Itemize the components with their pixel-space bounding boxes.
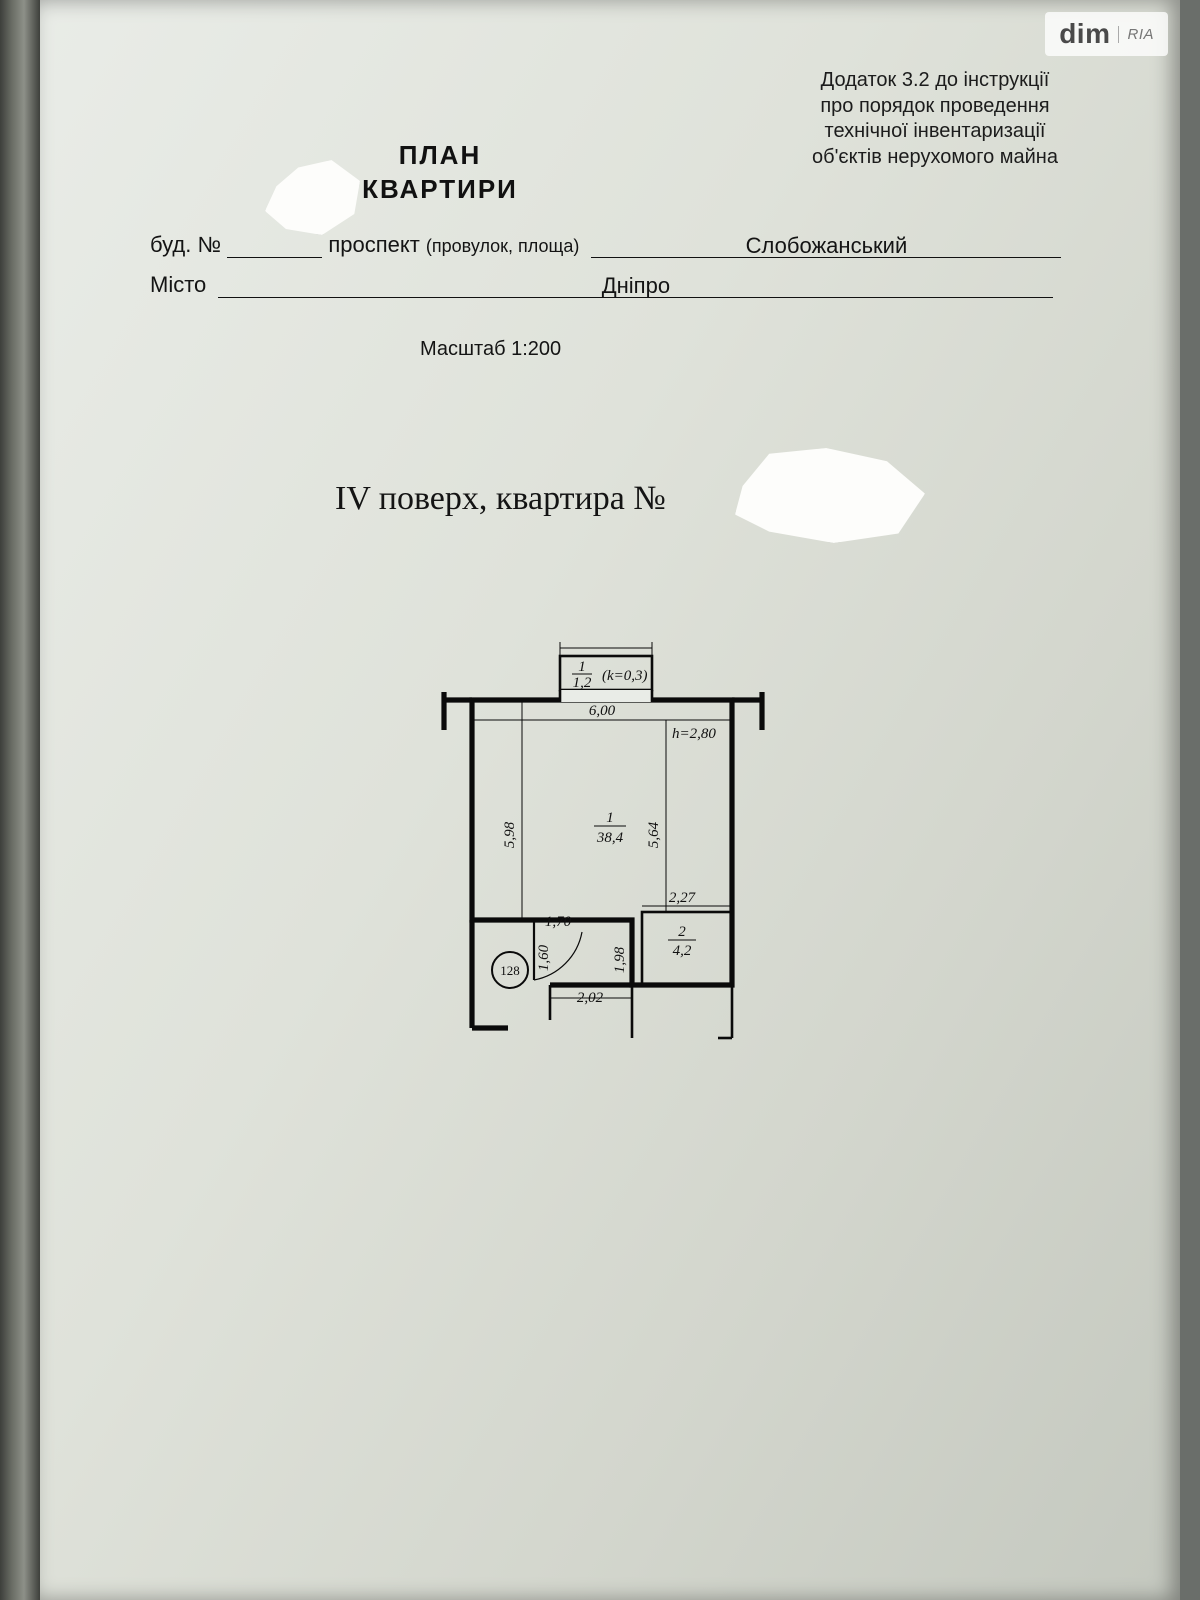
appendix-l1: Додаток 3.2 до інструкції [780,68,1090,94]
torn-paper-patch [265,160,360,235]
dim: 6,00 [589,703,616,719]
dim: 2,27 [669,890,697,906]
scale-note: Масштаб 1:200 [420,338,561,361]
torn-paper-patch [735,448,925,543]
street-name-field: Слобожанський [591,233,1061,258]
appendix-l4: об'єктів нерухомого майна [780,145,1090,171]
dim: 5,64 [646,821,662,848]
city-name: Дніпро [218,273,1053,299]
dim: 1,70 [545,914,572,930]
dimensions: 6,00 5,98 5,64 1,70 2,27 2,02 1,98 1,60 [502,703,697,1006]
appendix-l3: технічної інвентаризації [780,119,1090,145]
bud-number-field [227,233,322,258]
floor-line: IV поверх, квартира № [335,480,666,518]
watermark-brand: dim [1059,18,1110,50]
balcony-area: 1,2 [573,675,592,691]
room2-num: 2 [678,924,686,940]
manhole-label: 128 [500,963,520,978]
watermark-badge: dim RIA [1045,12,1168,56]
street-type: проспект [328,232,419,257]
dim: 5,98 [502,821,518,848]
appendix-note: Додаток 3.2 до інструкції про порядок пр… [780,68,1090,170]
room1-area: 38,4 [596,830,624,846]
floor-plan-svg: 1 1,2 (k=0,3) [410,620,810,1065]
address-row-1: буд. № проспект (провулок, площа) Слобож… [150,232,1061,258]
city-field: Дніпро [218,273,1053,298]
title-l1: ПЛАН [300,138,580,172]
bud-label: буд. № [150,232,221,257]
street-name: Слобожанський [591,233,1061,259]
city-label: Місто [150,272,206,297]
floor-plan: 1 1,2 (k=0,3) [410,620,810,1065]
watermark-sub: RIA [1118,26,1154,43]
room2-area: 4,2 [673,943,692,959]
document-page: dim RIA Додаток 3.2 до інструкції про по… [40,0,1180,1600]
appendix-l2: про порядок проведення [780,94,1090,120]
dim: 1,98 [612,946,628,973]
wall-opening [560,690,652,702]
height-note: h=2,80 [672,726,716,742]
book-binding [0,0,40,1600]
address-row-2: Місто Дніпро [150,272,1053,298]
room1-num: 1 [606,810,614,826]
balcony-room-num: 1 [578,659,586,675]
dim: 1,60 [536,944,552,971]
balcony-k: (k=0,3) [602,668,648,684]
street-hint: (провулок, площа) [426,236,579,256]
